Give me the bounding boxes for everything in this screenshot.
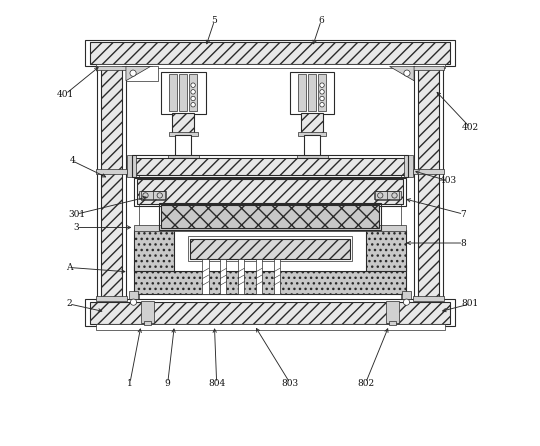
Bar	[178, 157, 188, 171]
Bar	[161, 205, 379, 228]
Bar	[90, 42, 450, 64]
Circle shape	[320, 83, 324, 87]
Text: 8: 8	[461, 239, 466, 248]
Bar	[413, 169, 444, 174]
Bar	[386, 301, 399, 323]
Bar	[238, 259, 244, 294]
Circle shape	[403, 299, 410, 305]
Bar	[140, 190, 165, 200]
Bar	[137, 179, 403, 204]
Bar	[159, 203, 381, 230]
Bar	[134, 230, 406, 271]
Bar	[96, 324, 445, 330]
Circle shape	[191, 96, 195, 101]
Bar	[168, 155, 199, 160]
Bar	[274, 259, 280, 294]
Bar	[174, 230, 366, 271]
Circle shape	[130, 299, 137, 305]
Bar	[298, 74, 306, 111]
Bar	[318, 74, 326, 111]
Bar	[298, 132, 327, 136]
Bar	[220, 259, 226, 294]
Bar	[256, 259, 262, 294]
Text: 301: 301	[68, 210, 85, 219]
Bar	[134, 225, 406, 231]
Bar	[168, 74, 177, 111]
Bar	[169, 132, 198, 136]
Bar	[179, 74, 187, 111]
Bar	[127, 155, 136, 177]
Circle shape	[143, 193, 148, 198]
Circle shape	[157, 193, 163, 198]
Polygon shape	[126, 66, 151, 81]
Circle shape	[320, 96, 324, 101]
Bar	[188, 236, 352, 261]
Bar	[129, 291, 138, 299]
Bar	[85, 299, 455, 326]
Polygon shape	[389, 66, 414, 81]
Bar	[374, 191, 401, 199]
Bar	[96, 296, 127, 301]
Bar	[101, 66, 123, 299]
Bar	[132, 155, 408, 177]
Bar	[189, 74, 197, 111]
Bar	[161, 72, 206, 114]
Circle shape	[377, 193, 383, 198]
Bar	[96, 64, 445, 68]
Bar	[202, 259, 208, 294]
Text: 804: 804	[208, 379, 225, 388]
Bar	[308, 74, 316, 111]
Bar	[404, 155, 413, 177]
Text: 803: 803	[281, 379, 299, 388]
Bar	[134, 158, 406, 175]
Circle shape	[130, 70, 136, 76]
Bar	[176, 135, 191, 157]
Circle shape	[404, 70, 410, 76]
Text: 3: 3	[74, 223, 79, 232]
Text: 1: 1	[127, 379, 133, 388]
Circle shape	[320, 103, 324, 107]
Bar	[304, 135, 320, 157]
Bar	[190, 239, 350, 259]
Bar	[413, 296, 444, 301]
Bar	[413, 66, 444, 70]
Bar	[85, 40, 455, 66]
Text: 5: 5	[212, 16, 218, 25]
Polygon shape	[123, 66, 153, 81]
Text: 6: 6	[318, 16, 324, 25]
Text: 9: 9	[165, 379, 171, 388]
Bar	[172, 113, 194, 134]
Bar	[134, 178, 406, 206]
Polygon shape	[126, 66, 158, 81]
Circle shape	[191, 103, 195, 107]
Text: 403: 403	[439, 176, 456, 185]
Bar	[144, 321, 151, 325]
Text: 4: 4	[69, 156, 75, 165]
Text: 401: 401	[57, 90, 74, 99]
Bar	[375, 190, 400, 200]
Text: 802: 802	[357, 379, 374, 388]
Text: 402: 402	[462, 123, 478, 132]
Bar	[96, 66, 127, 70]
Text: 7: 7	[461, 210, 466, 219]
Bar	[389, 321, 396, 325]
Text: 801: 801	[462, 299, 478, 309]
Bar	[417, 66, 439, 299]
Bar	[134, 265, 406, 294]
Circle shape	[191, 90, 195, 94]
Bar	[402, 291, 411, 299]
Bar	[301, 113, 323, 134]
Text: A: A	[66, 263, 72, 272]
Bar	[307, 157, 318, 171]
Bar	[90, 302, 450, 324]
Bar	[141, 301, 154, 323]
Text: 2: 2	[66, 299, 72, 309]
Bar	[296, 155, 328, 160]
Circle shape	[320, 90, 324, 94]
Bar	[290, 72, 334, 114]
Circle shape	[191, 83, 195, 87]
Bar	[139, 191, 166, 199]
Circle shape	[392, 193, 397, 198]
Bar	[96, 169, 127, 174]
